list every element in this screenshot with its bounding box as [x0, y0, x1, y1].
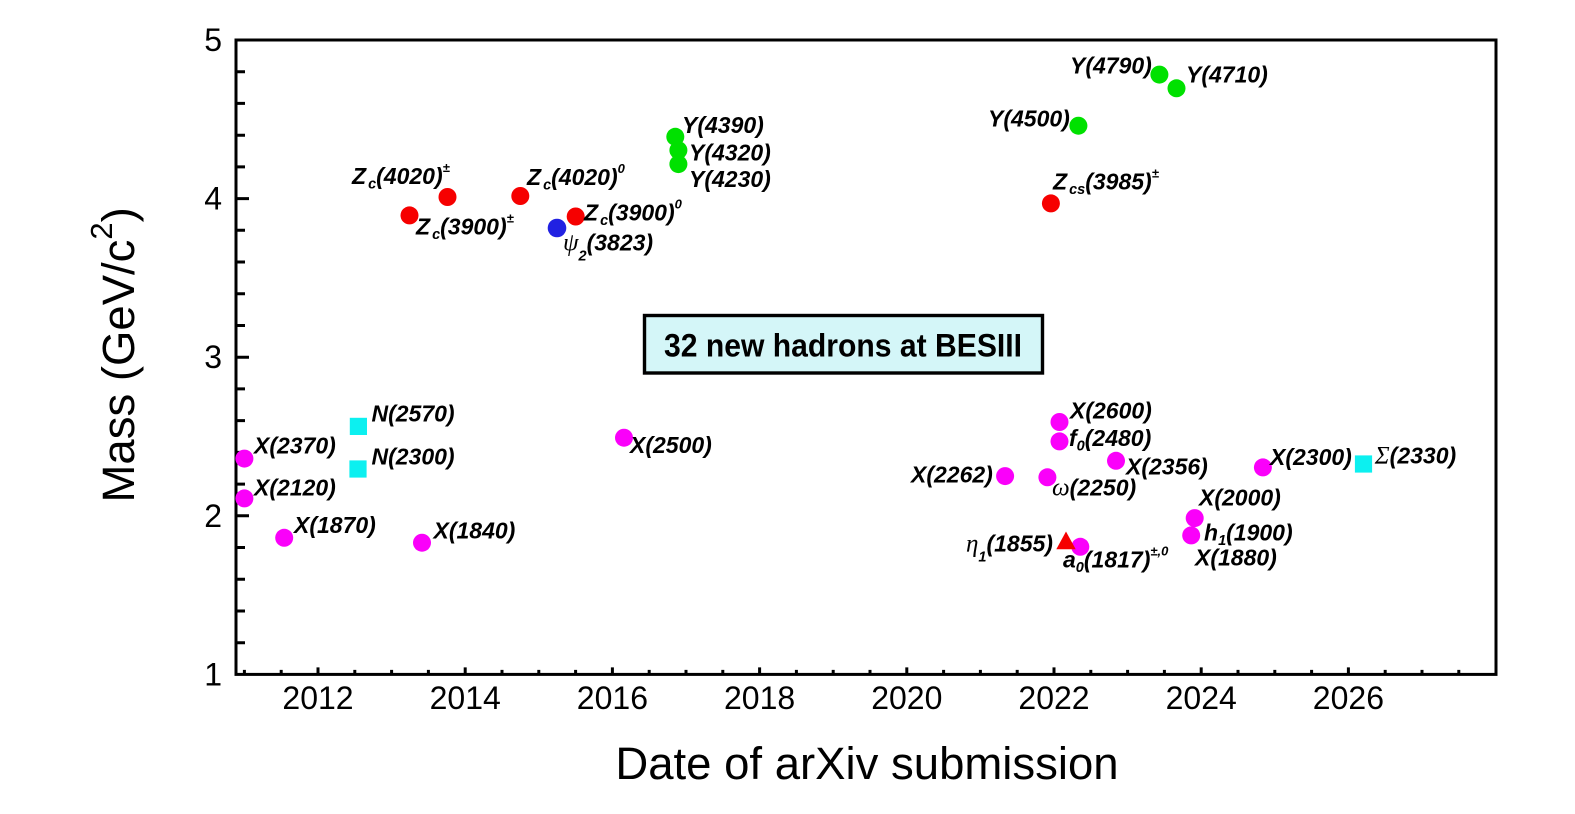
svg-text:X(2120): X(2120) — [252, 475, 336, 501]
svg-text:X(2262): X(2262) — [909, 462, 993, 488]
svg-text:Zc(3900)±: Zc(3900)± — [415, 211, 515, 244]
svg-text:2026: 2026 — [1313, 680, 1384, 716]
svg-text:X(1880): X(1880) — [1193, 544, 1277, 570]
svg-text:3: 3 — [204, 339, 222, 375]
svg-text:X(2370): X(2370) — [252, 433, 336, 459]
svg-text:N(2300): N(2300) — [372, 444, 455, 470]
svg-text:2014: 2014 — [430, 680, 501, 716]
svg-text:X(2500): X(2500) — [628, 432, 712, 458]
svg-text:X(1840): X(1840) — [432, 518, 516, 544]
svg-text:Zc(4020)0: Zc(4020)0 — [526, 161, 626, 194]
svg-text:h1(1900): h1(1900) — [1204, 520, 1293, 550]
svg-text:ω(2250): ω(2250) — [1052, 474, 1136, 501]
svg-text:2022: 2022 — [1018, 680, 1089, 716]
svg-text:Zcs(3985)±: Zcs(3985)± — [1052, 166, 1160, 199]
svg-text:Y(4710): Y(4710) — [1186, 62, 1268, 88]
svg-text:1: 1 — [204, 656, 222, 692]
svg-text:Zc(4020)±: Zc(4020)± — [351, 160, 451, 193]
svg-text:X(2600): X(2600) — [1068, 398, 1152, 424]
svg-text:Date of arXiv submission: Date of arXiv submission — [615, 738, 1118, 789]
svg-text:ψ2(3823): ψ2(3823) — [563, 230, 653, 265]
svg-text:Y(4320): Y(4320) — [689, 140, 771, 166]
svg-text:Σ(2330): Σ(2330) — [1374, 443, 1456, 470]
svg-text:Y(4790): Y(4790) — [1070, 53, 1152, 79]
svg-text:2016: 2016 — [577, 680, 648, 716]
svg-text:N(2570): N(2570) — [372, 401, 455, 427]
svg-text:5: 5 — [204, 22, 222, 58]
svg-text:2024: 2024 — [1166, 680, 1237, 716]
svg-text:Y(4230): Y(4230) — [689, 166, 771, 192]
svg-text:2012: 2012 — [282, 680, 353, 716]
svg-text:Y(4500): Y(4500) — [988, 106, 1070, 132]
svg-text:4: 4 — [204, 181, 222, 217]
svg-text:X(2356): X(2356) — [1124, 454, 1208, 480]
svg-text:X(1870): X(1870) — [292, 512, 376, 538]
svg-text:η1(1855): η1(1855) — [966, 531, 1053, 566]
svg-text:Zc(3900)0: Zc(3900)0 — [583, 197, 683, 230]
svg-text:2: 2 — [204, 498, 222, 534]
svg-text:Y(4390): Y(4390) — [682, 112, 764, 138]
svg-text:Mass (GeV/c2): Mass (GeV/c2) — [84, 207, 144, 502]
svg-text:32 new hadrons at BESIII: 32 new hadrons at BESIII — [664, 328, 1022, 364]
svg-text:X(2000): X(2000) — [1197, 485, 1281, 511]
svg-text:2020: 2020 — [871, 680, 942, 716]
svg-text:X(2300): X(2300) — [1268, 444, 1352, 470]
svg-text:2018: 2018 — [724, 680, 795, 716]
